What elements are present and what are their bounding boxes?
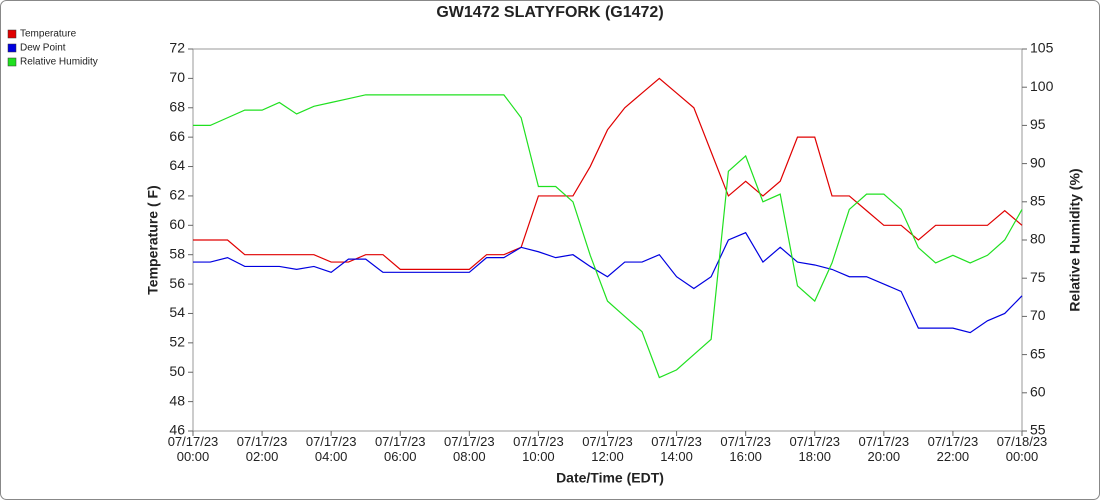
y2-tick-label: 105 <box>1030 40 1054 56</box>
y-tick-label: 70 <box>169 69 185 85</box>
y-tick-label: 54 <box>169 304 185 320</box>
data-line <box>193 231 1023 334</box>
y2-tick-label: 95 <box>1030 116 1046 132</box>
x-tick-label: 07/17/23 18:00 <box>789 434 841 464</box>
y2-tick-label: 80 <box>1030 231 1046 247</box>
legend-swatch <box>7 29 17 39</box>
y-tick-label: 56 <box>169 275 185 291</box>
legend-label: Dew Point <box>20 43 66 54</box>
y-axis-label: Temperature ( F) <box>145 185 161 294</box>
y2-axis-label: Relative Humidity (%) <box>1067 168 1083 311</box>
x-tick-label: 07/17/23 20:00 <box>858 434 910 464</box>
x-tick-label: 07/17/23 04:00 <box>305 434 357 464</box>
x-tick-label: 07/17/23 06:00 <box>374 434 426 464</box>
x-axis-label: Date/Time (EDT) <box>556 470 664 486</box>
legend-swatch <box>7 57 17 67</box>
data-line <box>193 94 1023 379</box>
x-tick-label: 07/17/23 08:00 <box>444 434 495 464</box>
x-tick-label: 07/17/23 10:00 <box>513 434 564 464</box>
x-tick-label: 07/17/23 12:00 <box>582 434 633 464</box>
y-tick-label: 50 <box>169 363 185 379</box>
y2-tick-label: 60 <box>1030 384 1046 400</box>
x-tick-label: 07/17/23 22:00 <box>927 434 979 464</box>
y-tick-label: 58 <box>169 245 185 261</box>
y2-tick-label: 100 <box>1030 78 1054 94</box>
y-tick-label: 66 <box>169 128 185 144</box>
x-tick-label: 07/17/23 14:00 <box>651 434 702 464</box>
y-tick-label: 48 <box>169 392 185 408</box>
y2-tick-label: 85 <box>1030 193 1046 209</box>
x-tick-label: 07/17/23 16:00 <box>720 434 771 464</box>
y-tick-label: 68 <box>169 98 185 114</box>
data-line <box>193 77 1023 270</box>
y2-tick-label: 75 <box>1030 269 1046 285</box>
y2-tick-label: 65 <box>1030 345 1046 361</box>
x-tick-label: 07/17/23 00:00 <box>167 434 219 464</box>
legend-label: Relative Humidity <box>20 57 98 68</box>
y-tick-label: 72 <box>169 40 185 56</box>
y2-tick-label: 90 <box>1030 154 1046 170</box>
chart-title: GW1472 SLATYFORK (G1472) <box>436 4 663 21</box>
x-tick-label: 07/18/23 00:00 <box>996 434 1048 464</box>
legend-swatch <box>7 43 17 53</box>
y-tick-label: 52 <box>169 334 185 350</box>
y-tick-label: 46 <box>169 422 185 438</box>
legend-label: Temperature <box>20 29 77 40</box>
y2-tick-label: 70 <box>1030 307 1046 323</box>
y-tick-label: 60 <box>169 216 185 232</box>
y-tick-label: 64 <box>169 157 185 173</box>
x-tick-label: 07/17/23 02:00 <box>236 434 288 464</box>
y2-tick-label: 55 <box>1030 422 1046 438</box>
y-tick-label: 62 <box>169 187 185 203</box>
